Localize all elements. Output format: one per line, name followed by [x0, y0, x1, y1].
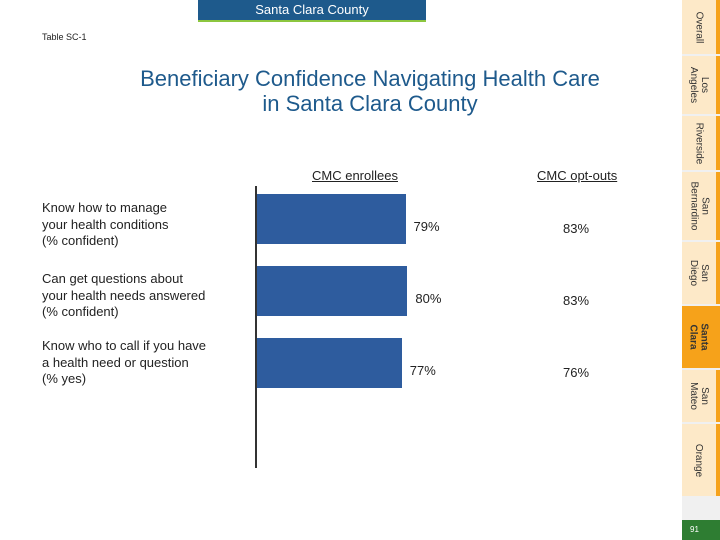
county-tab[interactable]: Orange	[682, 424, 720, 496]
county-tab-label: Riverside	[693, 122, 705, 164]
bar-value-label: 77%	[409, 363, 436, 378]
bar-cmc-enrollees	[257, 194, 406, 244]
category-label-line: (% confident)	[42, 233, 119, 248]
optout-value: 83%	[562, 293, 590, 308]
county-tab-label: Santa Clara	[687, 323, 710, 351]
county-tab-label: Los Angeles	[688, 66, 711, 104]
category-label-line: your health conditions	[42, 216, 169, 232]
county-tab-label: Orange	[693, 443, 705, 477]
category-label: Know how to manage your health conditions…	[42, 200, 242, 250]
category-label-line: (% yes)	[42, 371, 87, 386]
category-label-line: Know who to call if you have	[42, 338, 207, 353]
table-id: Table SC-1	[42, 32, 87, 42]
county-tab[interactable]: San Mateo	[682, 370, 720, 422]
county-tab[interactable]: Riverside	[682, 116, 720, 170]
county-tab-label: San Bernardino	[688, 181, 711, 231]
chart-title: Beneficiary Confidence Navigating Health…	[60, 66, 680, 116]
chart-title-line-1: Beneficiary Confidence Navigating Health…	[140, 66, 600, 91]
county-tab[interactable]: San Bernardino	[682, 172, 720, 240]
category-label-line: (% confident)	[42, 304, 119, 319]
category-label: Know who to call if you have a health nee…	[42, 338, 242, 388]
county-tab[interactable]: San Diego	[682, 242, 720, 304]
page-number: 91	[690, 525, 699, 534]
category-label-line: your health needs answered	[42, 287, 206, 303]
category-label-line: Know how to manage	[42, 200, 168, 215]
county-tab-label: San Mateo	[687, 382, 710, 410]
column-header-optouts: CMC opt-outs	[537, 168, 618, 183]
county-banner: Santa Clara County	[198, 0, 426, 22]
optout-value: 76%	[562, 365, 590, 380]
bar-value-label: 80%	[415, 291, 442, 306]
category-label: Can get questions about your health needs…	[42, 271, 242, 321]
page-footer	[682, 520, 720, 540]
column-header-enrollees: CMC enrollees	[312, 168, 398, 183]
county-tab-label: Overall	[693, 11, 705, 43]
bar-cmc-enrollees	[257, 266, 408, 316]
county-tab-label: San Diego	[687, 259, 710, 287]
county-tab[interactable]: Overall	[682, 0, 720, 54]
bar-value-label: 79%	[413, 219, 440, 234]
county-tab[interactable]: Santa Clara	[682, 306, 720, 368]
chart-title-line-2: in Santa Clara County	[262, 91, 478, 116]
county-tab[interactable]: Los Angeles	[682, 56, 720, 114]
category-label-line: a health need or question	[42, 354, 189, 370]
axis-line	[255, 186, 257, 468]
optout-value: 83%	[562, 221, 590, 236]
bar-cmc-enrollees	[257, 338, 402, 388]
category-label-line: Can get questions about	[42, 271, 183, 286]
